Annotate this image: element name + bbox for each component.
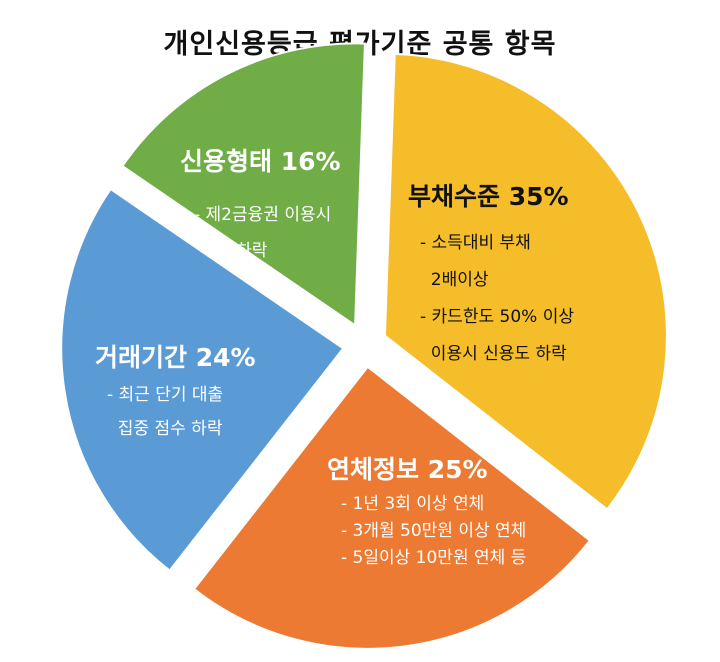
slice-note-3-2: 집중 점수 하락 [107, 419, 223, 439]
slice-label-4: 신용형태 16% [180, 147, 341, 176]
slice-note-2-3: - 5일이상 10만원 연체 등 [341, 548, 526, 568]
slice-note-4-1: - 제2금융권 이용시 [194, 205, 331, 225]
slice-note-1-2: 2배이상 [420, 270, 489, 290]
slice-note-1-4: 이용시 신용도 하락 [420, 344, 567, 364]
slice-note-3-1: - 최근 단기 대출 [107, 385, 223, 405]
pie-slice-1 [383, 52, 668, 511]
pie-slice-2 [192, 365, 592, 650]
slice-label-3: 거래기간 24% [95, 343, 256, 372]
slice-note-1-3: - 카드한도 50% 이상 [420, 307, 574, 327]
slice-label-2: 연체정보 25% [327, 455, 488, 484]
slice-label-1: 부채수준 35% [408, 182, 569, 211]
pie-slice-4 [121, 42, 366, 328]
slice-note-2-1: - 1년 3회 이상 연체 [341, 494, 484, 514]
slice-note-2-2: - 3개월 50만원 이상 연체 [341, 521, 526, 541]
slice-note-4-2: 점수하락 [194, 241, 268, 261]
pie-slice-3 [60, 187, 345, 572]
slice-note-1-1: - 소득대비 부채 [420, 233, 531, 253]
